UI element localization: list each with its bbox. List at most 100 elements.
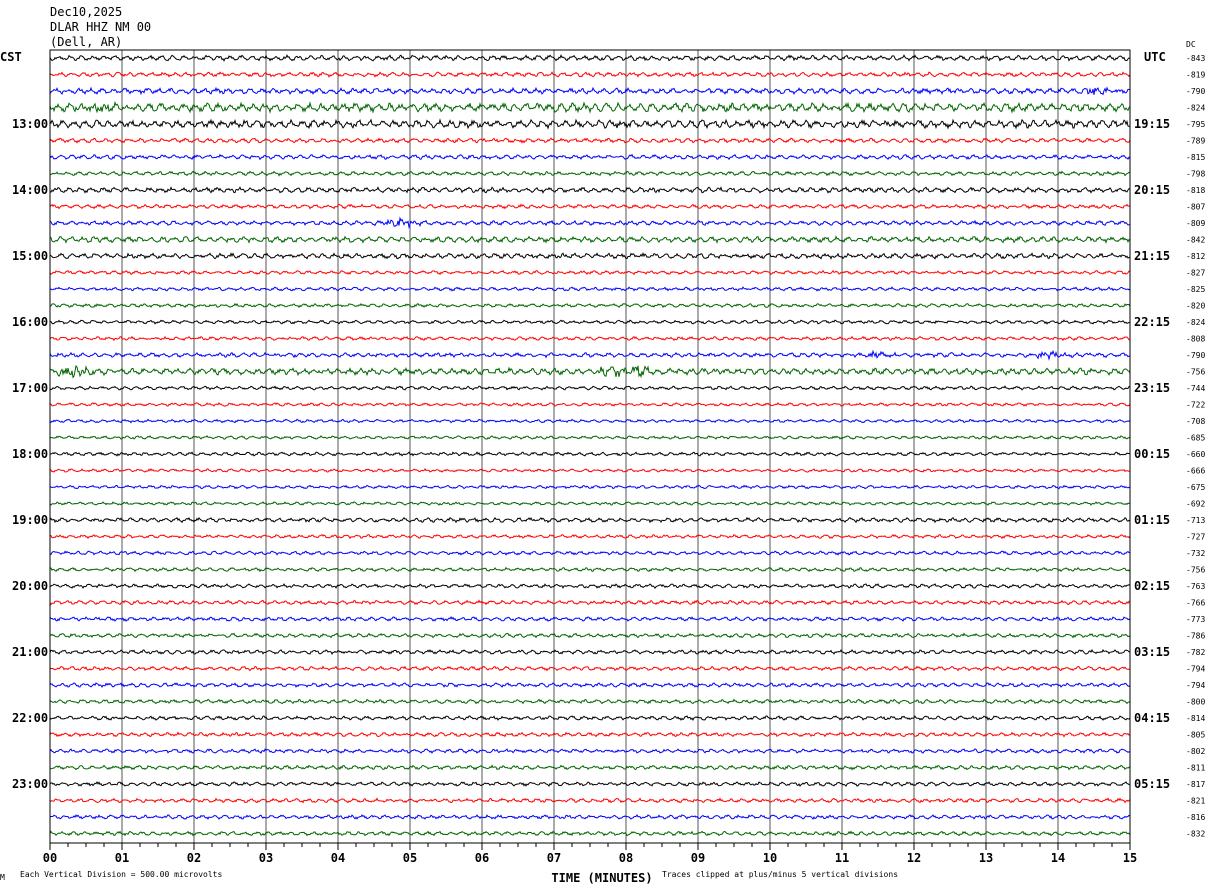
trace-line bbox=[49, 665, 1131, 672]
dc-offset-label: -786 bbox=[1186, 632, 1205, 641]
dc-offset-label: -798 bbox=[1186, 170, 1205, 179]
dc-offset-label: -766 bbox=[1186, 599, 1205, 608]
utc-hour-label: 03:15 bbox=[1134, 645, 1170, 659]
trace-line bbox=[49, 335, 1131, 342]
utc-hour-label: 21:15 bbox=[1134, 249, 1170, 263]
cst-hour-label: 23:00 bbox=[12, 777, 48, 791]
dc-offset-label: -842 bbox=[1186, 236, 1205, 245]
dc-offset-label: -843 bbox=[1186, 54, 1205, 63]
trace-line bbox=[50, 550, 1131, 556]
x-tick-label: 08 bbox=[619, 851, 633, 865]
dc-offset-label: -744 bbox=[1186, 384, 1205, 393]
trace-line bbox=[49, 203, 1131, 210]
trace-line bbox=[49, 533, 1131, 540]
trace-line bbox=[49, 797, 1131, 804]
dc-offset-label: -727 bbox=[1186, 533, 1205, 542]
x-tick-label: 06 bbox=[475, 851, 489, 865]
right-zone-label: UTC bbox=[1144, 50, 1166, 64]
dc-offset-label: -819 bbox=[1186, 71, 1205, 80]
trace-line bbox=[49, 269, 1131, 276]
x-tick-label: 10 bbox=[763, 851, 777, 865]
trace-line bbox=[49, 170, 1131, 177]
trace-line bbox=[49, 451, 1131, 457]
dc-offset-label: -805 bbox=[1186, 731, 1205, 740]
dc-offset-label: -790 bbox=[1186, 87, 1205, 96]
trace-line bbox=[49, 319, 1131, 325]
trace-line bbox=[49, 286, 1131, 292]
trace-line bbox=[49, 615, 1131, 622]
dc-offset-label: -817 bbox=[1186, 780, 1205, 789]
cst-hour-label: 20:00 bbox=[12, 579, 48, 593]
dc-offset-label: -802 bbox=[1186, 747, 1205, 756]
dc-offset-label: -713 bbox=[1186, 516, 1205, 525]
utc-hour-label: 04:15 bbox=[1134, 711, 1170, 725]
trace-line bbox=[49, 364, 1131, 379]
trace-line bbox=[49, 748, 1131, 754]
utc-hour-label: 01:15 bbox=[1134, 513, 1170, 527]
dc-label: DC bbox=[1186, 40, 1196, 49]
trace-line bbox=[49, 682, 1131, 688]
footer-mark: M bbox=[0, 873, 5, 882]
trace-line bbox=[49, 86, 1131, 96]
dc-offset-label: -732 bbox=[1186, 549, 1205, 558]
trace-line bbox=[49, 780, 1131, 787]
dc-offset-label: -815 bbox=[1186, 153, 1205, 162]
trace-line bbox=[50, 632, 1131, 639]
dc-offset-label: -824 bbox=[1186, 104, 1205, 113]
trace-line bbox=[49, 501, 1131, 506]
dc-offset-label: -660 bbox=[1186, 450, 1205, 459]
trace-line bbox=[49, 583, 1131, 589]
trace-line bbox=[49, 100, 1131, 114]
trace-line bbox=[49, 54, 1131, 62]
x-tick-label: 14 bbox=[1051, 851, 1065, 865]
dc-offset-label: -795 bbox=[1186, 120, 1205, 129]
traces bbox=[49, 54, 1131, 837]
utc-hour-label: 23:15 bbox=[1134, 381, 1170, 395]
dc-offset-label: -763 bbox=[1186, 582, 1205, 591]
dc-offset-label: -782 bbox=[1186, 648, 1205, 657]
dc-offset-label: -708 bbox=[1186, 417, 1205, 426]
dc-offset-label: -808 bbox=[1186, 335, 1205, 344]
dc-offset-label: -807 bbox=[1186, 203, 1205, 212]
trace-line bbox=[49, 830, 1131, 837]
cst-hour-label: 15:00 bbox=[12, 249, 48, 263]
trace-line bbox=[49, 648, 1131, 656]
utc-hour-label: 00:15 bbox=[1134, 447, 1170, 461]
trace-line bbox=[49, 435, 1131, 440]
trace-line bbox=[49, 814, 1131, 820]
trace-line bbox=[49, 118, 1131, 130]
dc-offset-label: -790 bbox=[1186, 351, 1205, 360]
trace-line bbox=[49, 467, 1131, 473]
dc-offset-label: -685 bbox=[1186, 434, 1205, 443]
trace-line bbox=[49, 698, 1131, 705]
trace-line bbox=[49, 137, 1131, 144]
trace-line bbox=[49, 153, 1131, 161]
trace-line bbox=[49, 484, 1131, 490]
left-zone-label: CST bbox=[0, 50, 22, 64]
dc-offset-label: -816 bbox=[1186, 813, 1205, 822]
trace-line bbox=[49, 402, 1131, 407]
dc-offset-label: -824 bbox=[1186, 318, 1205, 327]
x-tick-label: 12 bbox=[907, 851, 921, 865]
scale-note: Each Vertical Division = 500.00 microvol… bbox=[20, 870, 222, 879]
trace-line bbox=[49, 186, 1131, 194]
station-label: DLAR HHZ NM 00 bbox=[50, 20, 151, 34]
utc-hour-label: 22:15 bbox=[1134, 315, 1170, 329]
trace-line bbox=[49, 385, 1131, 391]
trace-line bbox=[49, 599, 1131, 606]
utc-hour-label: 02:15 bbox=[1134, 579, 1170, 593]
dc-offset-label: -794 bbox=[1186, 681, 1205, 690]
cst-hour-label: 22:00 bbox=[12, 711, 48, 725]
dc-offset-label: -773 bbox=[1186, 615, 1205, 624]
trace-line bbox=[49, 516, 1131, 524]
trace-line bbox=[49, 71, 1131, 78]
dc-offset-label: -827 bbox=[1186, 269, 1205, 278]
x-tick-label: 03 bbox=[259, 851, 273, 865]
x-tick-label: 09 bbox=[691, 851, 705, 865]
cst-hour-label: 14:00 bbox=[12, 183, 48, 197]
x-tick-label: 00 bbox=[43, 851, 57, 865]
x-tick-label: 15 bbox=[1123, 851, 1137, 865]
trace-line bbox=[49, 418, 1131, 424]
dc-offset-label: -722 bbox=[1186, 401, 1205, 410]
